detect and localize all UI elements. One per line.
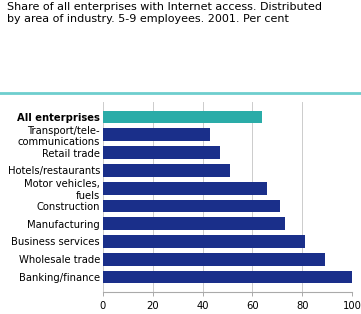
Bar (103, 182, 267, 195)
Bar (103, 164, 230, 177)
Bar (103, 111, 262, 123)
Bar (103, 217, 285, 230)
Text: Share of all enterprises with Internet access. Distributed
by area of industry. : Share of all enterprises with Internet a… (7, 2, 322, 24)
Bar (103, 253, 325, 266)
Bar (103, 146, 220, 159)
Bar (103, 199, 280, 212)
Bar (103, 235, 305, 248)
Bar (103, 128, 210, 141)
Bar (103, 271, 352, 283)
